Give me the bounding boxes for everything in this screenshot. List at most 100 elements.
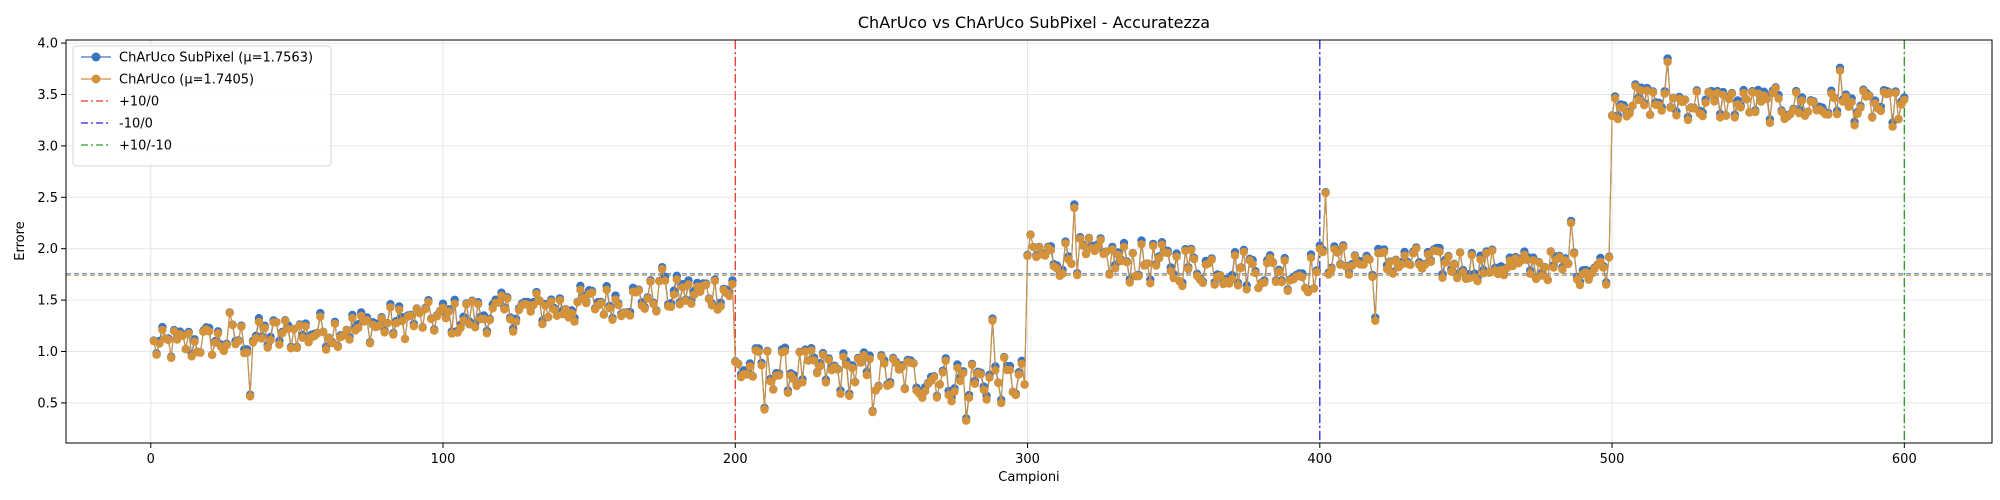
data-point (964, 393, 974, 402)
data-point (1382, 264, 1392, 274)
data-point (643, 294, 652, 303)
data-point (1894, 115, 1903, 124)
data-point (1046, 246, 1056, 255)
data-point (424, 297, 433, 307)
x-tick-label: 500 (1600, 452, 1625, 467)
data-point (1333, 248, 1342, 257)
data-point (1803, 107, 1813, 117)
data-point (298, 333, 307, 342)
data-point (748, 372, 757, 381)
data-point (947, 397, 956, 406)
data-point (850, 378, 860, 387)
data-point (1280, 256, 1289, 265)
y-axis-label: Errore (13, 221, 28, 260)
data-point (1125, 278, 1135, 287)
y-tick-label: 1.5 (37, 294, 58, 309)
data-point (865, 354, 874, 364)
data-point (710, 276, 719, 286)
data-point (354, 323, 363, 333)
data-point (538, 319, 547, 329)
data-point (1327, 265, 1336, 274)
data-point (547, 297, 556, 306)
data-point (1339, 242, 1348, 252)
data-point (818, 350, 828, 359)
x-tick-label: 300 (1015, 452, 1040, 467)
data-point (1000, 353, 1009, 362)
data-point (833, 365, 842, 374)
data-point (301, 322, 310, 331)
data-point (1350, 252, 1360, 261)
data-point (1178, 281, 1187, 291)
data-point (1435, 247, 1444, 256)
data-point (1473, 277, 1482, 286)
data-point (400, 334, 410, 344)
data-point (167, 353, 176, 363)
data-point (1005, 365, 1015, 375)
data-point (1242, 285, 1251, 294)
data-point (213, 329, 223, 338)
data-point (1645, 110, 1655, 120)
data-point (397, 317, 407, 326)
data-point (640, 304, 649, 313)
data-point (1359, 260, 1368, 269)
data-point (225, 308, 234, 317)
data-point (868, 407, 877, 417)
data-point (1610, 94, 1620, 103)
data-point (1657, 106, 1666, 115)
data-point (1850, 121, 1859, 130)
data-point (1371, 316, 1380, 325)
x-axis: 0 100 200 300 400 500 600 (147, 443, 1917, 467)
data-point (526, 307, 535, 316)
data-point (997, 398, 1006, 408)
data-point (567, 309, 576, 318)
data-point (988, 316, 997, 325)
data-point (386, 303, 395, 312)
data-point (1184, 264, 1193, 274)
data-point (1534, 258, 1544, 267)
data-point (921, 387, 930, 396)
y-tick-label: 1.0 (37, 345, 58, 360)
data-point (991, 366, 1000, 375)
data-point (1476, 255, 1485, 264)
data-point (243, 348, 252, 357)
legend-label: +10/-10 (119, 139, 172, 154)
data-point (1739, 88, 1748, 98)
data-point (345, 335, 354, 344)
data-point (254, 317, 264, 327)
data-point (1847, 98, 1856, 107)
data-point (789, 374, 798, 384)
data-point (257, 334, 266, 343)
data-point (783, 388, 793, 397)
data-point (281, 316, 290, 325)
data-point (1564, 259, 1573, 269)
data-point (319, 327, 328, 337)
data-point (164, 335, 173, 345)
data-point (1227, 274, 1237, 284)
data-point (1634, 95, 1643, 105)
data-point (707, 301, 717, 310)
data-point (190, 337, 199, 346)
data-point (780, 347, 790, 356)
data-point (1792, 88, 1801, 97)
data-point (1406, 260, 1415, 270)
data-point (1900, 95, 1909, 105)
data-point (272, 318, 281, 327)
legend-marker (91, 52, 101, 62)
data-point (950, 387, 959, 396)
legend-label: -10/0 (119, 117, 153, 132)
data-point (237, 322, 246, 331)
data-point (1084, 234, 1094, 243)
data-point (918, 393, 927, 402)
mean-lines (66, 273, 1992, 276)
data-point (845, 391, 854, 401)
data-point (1026, 230, 1035, 239)
data-point (994, 378, 1003, 388)
data-point (1207, 255, 1216, 264)
data-point (316, 312, 325, 321)
data-point (985, 373, 994, 382)
data-point (1216, 271, 1225, 280)
data-point (582, 299, 591, 308)
data-point (649, 299, 658, 309)
data-point (1260, 278, 1269, 287)
data-point (330, 319, 340, 328)
